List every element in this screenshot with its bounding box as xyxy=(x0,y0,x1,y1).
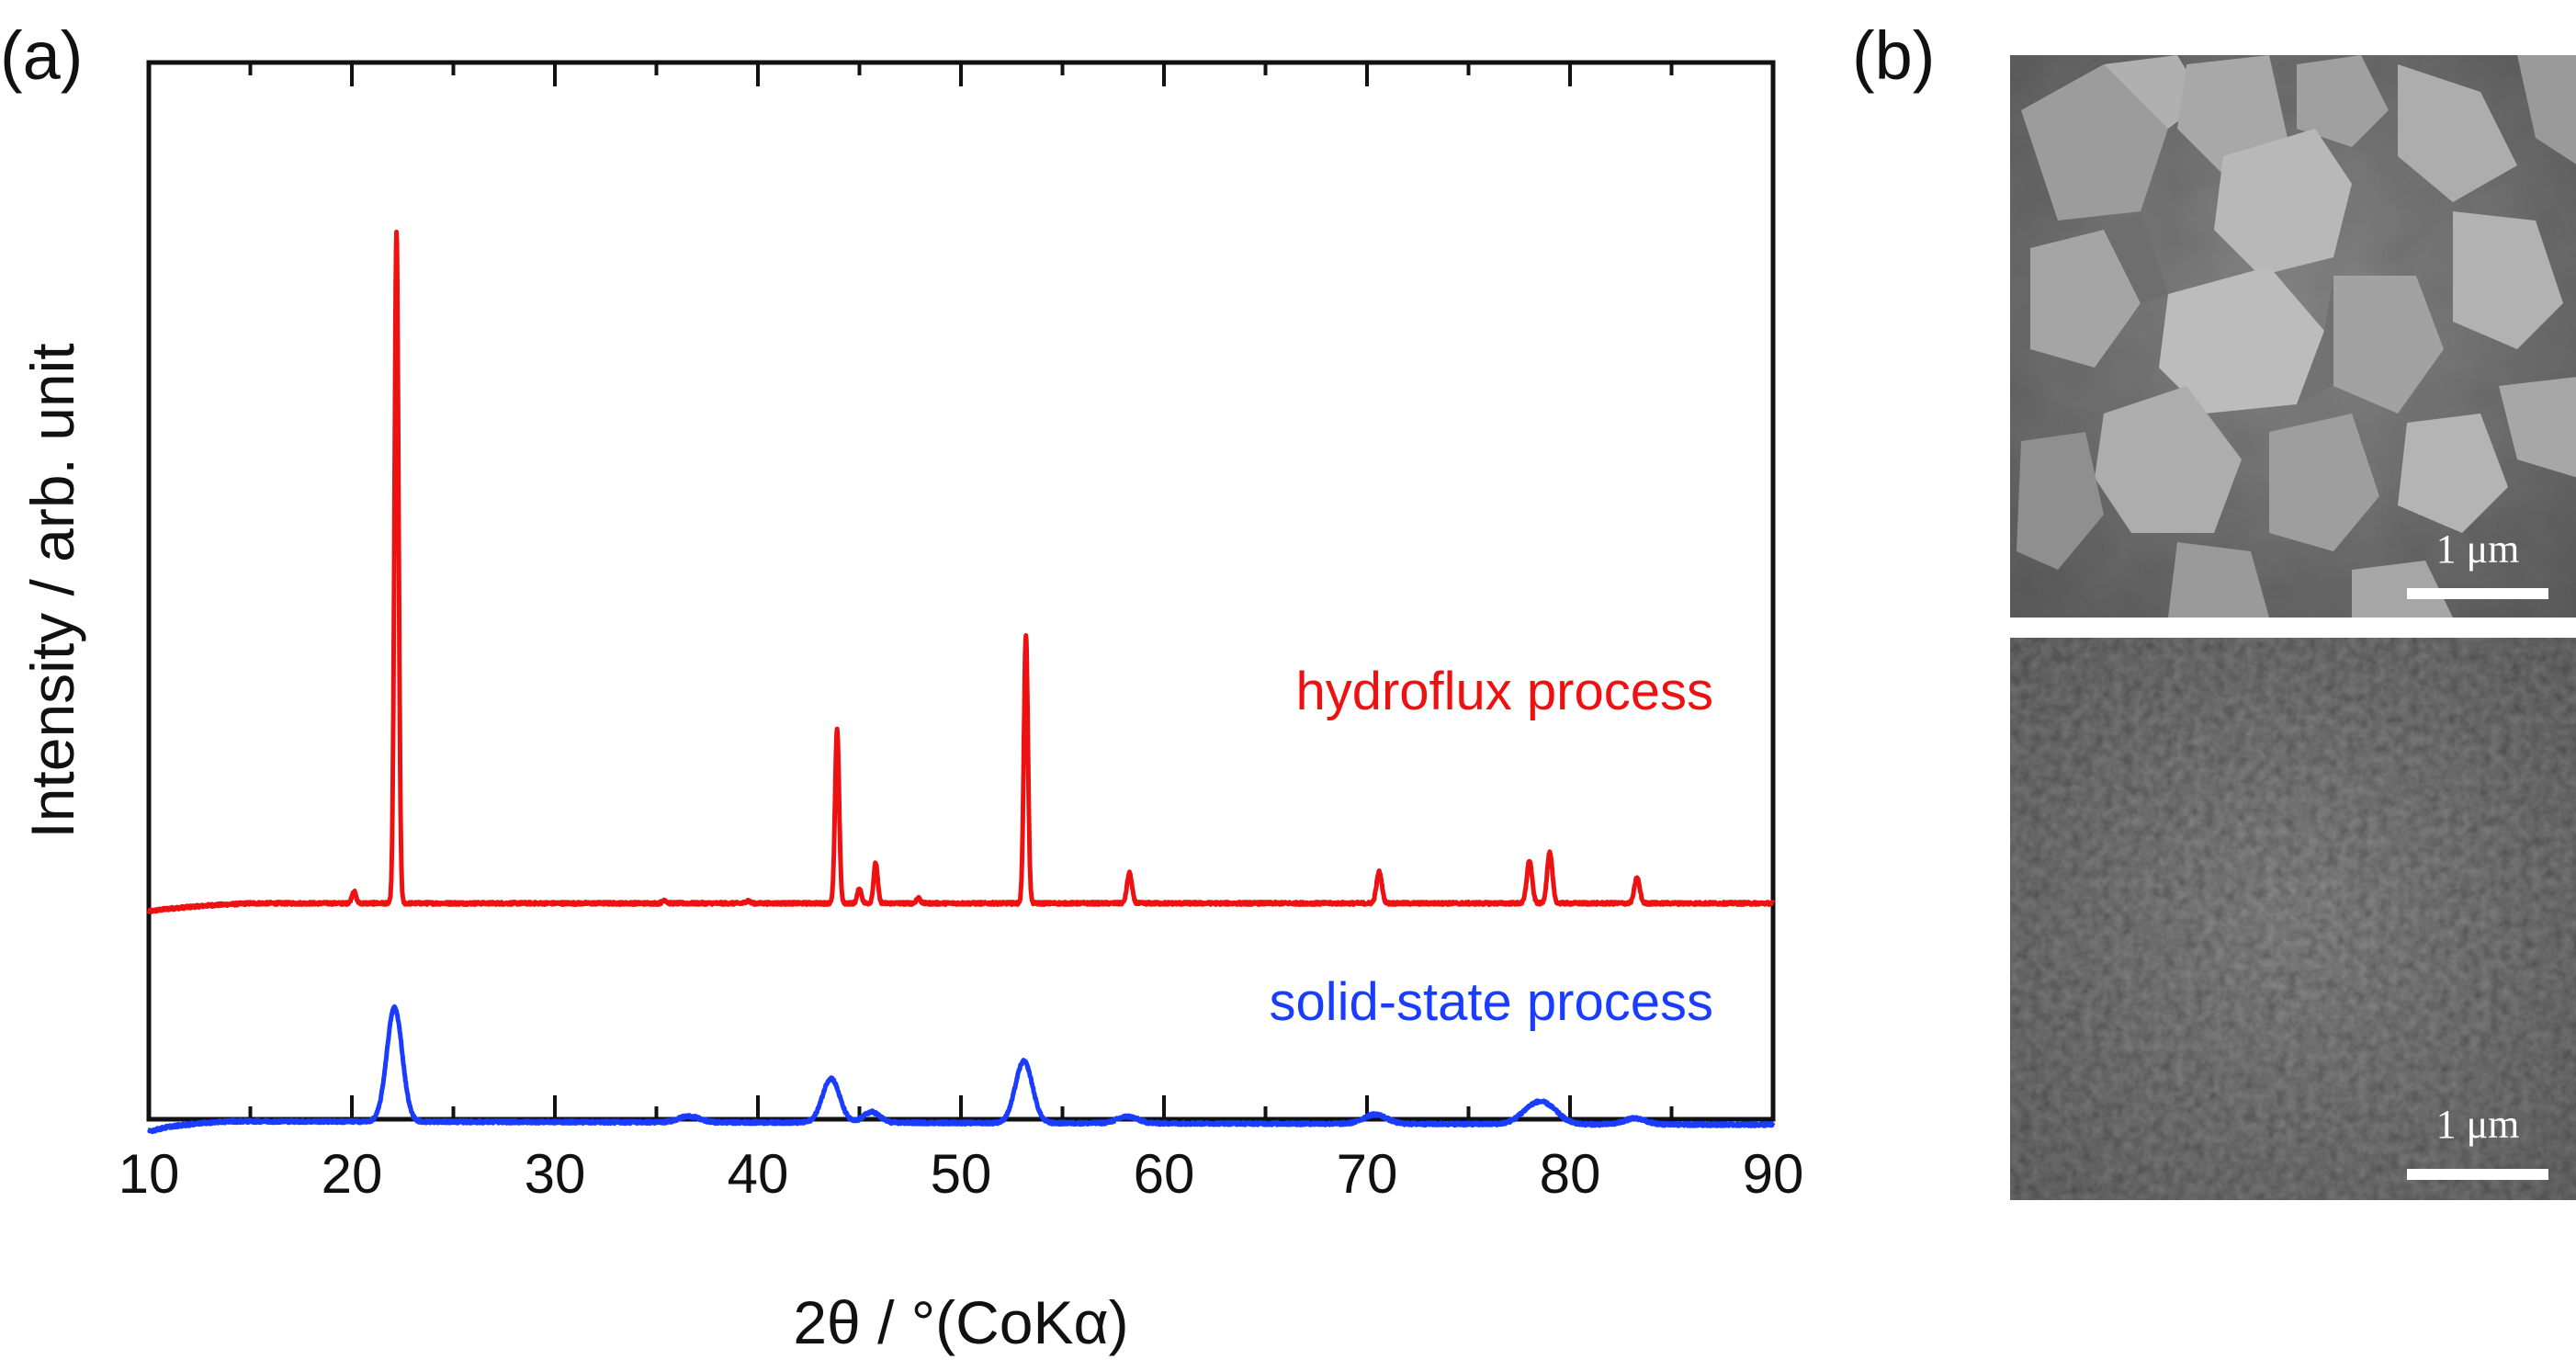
x-axis-ticks xyxy=(147,62,1775,1119)
x-tick-label-50: 50 xyxy=(931,1143,992,1205)
x-tick-label-70: 70 xyxy=(1337,1143,1398,1205)
x-axis-title: 2θ / °(CoKα) xyxy=(793,1288,1128,1356)
x-tick-label-20: 20 xyxy=(322,1143,383,1205)
y-axis-title: Intensity / arb. unit xyxy=(18,343,86,838)
xrd-chart: 10 20 30 40 50 60 70 80 90 hydroflux process sol… xyxy=(18,60,1804,1356)
sem-image-hydroflux: 1 μm xyxy=(2010,55,2576,618)
panel-label-a: (a) xyxy=(0,17,83,94)
scale-bar-2 xyxy=(2407,1169,2548,1180)
scale-bar-1 xyxy=(2407,588,2548,599)
x-tick-label-80: 80 xyxy=(1540,1143,1601,1205)
x-tick-label-30: 30 xyxy=(525,1143,586,1205)
x-tick-label-60: 60 xyxy=(1134,1143,1195,1205)
x-tick-label-90: 90 xyxy=(1743,1143,1804,1205)
series-line-solid-state xyxy=(146,1003,1776,1135)
scale-bar-label-1: 1 μm xyxy=(2436,527,2520,572)
series-layer xyxy=(146,229,1776,1135)
x-tick-label-10: 10 xyxy=(119,1143,180,1205)
series-label-hydroflux: hydroflux process xyxy=(1295,662,1713,721)
sem-image-solid-state: 1 μm xyxy=(2010,638,2576,1200)
panel-label-b: (b) xyxy=(1852,17,1935,94)
scale-bar-label-2: 1 μm xyxy=(2436,1102,2520,1147)
x-tick-label-40: 40 xyxy=(728,1143,789,1205)
x-axis-tick-labels: 10 20 30 40 50 60 70 80 90 xyxy=(119,1143,1804,1205)
series-line-hydroflux xyxy=(146,229,1776,914)
series-label-solid-state: solid-state process xyxy=(1269,972,1713,1032)
